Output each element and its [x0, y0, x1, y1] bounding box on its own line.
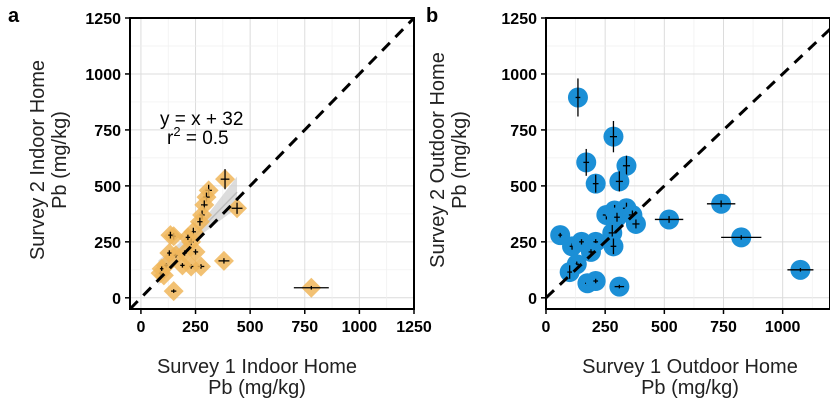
y-axis-title: Survey 2 Outdoor HomePb (mg/kg): [427, 52, 471, 268]
y-tick-label: 1000: [85, 67, 121, 84]
x-axis-title-line: Pb (mg/kg): [208, 377, 306, 399]
y-tick-label: 750: [94, 123, 121, 140]
regression-r-squared: r2 = 0.5: [167, 124, 229, 149]
x-axis-title-line: Survey 1 Outdoor Home: [582, 356, 798, 378]
x-tick-label: 1000: [765, 319, 801, 336]
plot-area: [546, 28, 830, 299]
y-tick-label: 1250: [501, 11, 537, 28]
x-tick-label: 1000: [342, 319, 378, 336]
x-tick-label: 0: [136, 319, 145, 336]
y-tick-label: 1250: [85, 11, 121, 28]
plot-frame: [545, 17, 830, 310]
x-tick-label: 750: [291, 319, 318, 336]
x-tick-label: 500: [237, 319, 264, 336]
y-axis-title-line: Pb (mg/kg): [449, 111, 471, 209]
grid: [546, 18, 830, 309]
r-superscript: 2: [173, 124, 180, 139]
panel-b-chart: b 0 250 500 750 1000 0 250 500 750 1000 1250 Survey …: [426, 5, 830, 399]
x-axis-title-line: Survey 1 Indoor Home: [157, 356, 357, 378]
x-tick-label: 1250: [396, 319, 432, 336]
y-axis-title: Survey 2 Indoor HomePb (mg/kg): [27, 60, 71, 260]
y-tick-label: 250: [510, 235, 537, 252]
grid: [130, 18, 414, 309]
x-tick-label: 500: [651, 319, 678, 336]
r-value: = 0.5: [181, 128, 229, 149]
x-axis-title-line: Pb (mg/kg): [641, 377, 739, 399]
x-tick-label: 250: [592, 319, 619, 336]
y-tick-label: 500: [94, 179, 121, 196]
y-tick-label: 1000: [501, 67, 537, 84]
plot-area: [130, 18, 414, 309]
y-tick-label: 750: [510, 123, 537, 140]
y-axis-title-line: Pb (mg/kg): [49, 111, 71, 209]
y-axis-title-line: Survey 2 Indoor Home: [27, 60, 49, 260]
y-tick-label: 250: [94, 235, 121, 252]
panel-letter: b: [426, 5, 438, 27]
regression-equation: y = x + 32: [160, 109, 243, 130]
y-tick-label: 0: [112, 291, 121, 308]
panel-letter: a: [8, 5, 20, 27]
x-axis-title: Survey 1 Indoor Home Pb (mg/kg): [157, 356, 357, 399]
identity-line: [130, 18, 414, 309]
y-axis-title-line: Survey 2 Outdoor Home: [427, 52, 449, 268]
plot-frame: [129, 17, 415, 310]
x-tick-label: 750: [710, 319, 737, 336]
y-tick-label: 0: [528, 291, 537, 308]
x-tick-label: 250: [182, 319, 209, 336]
y-tick-label: 500: [510, 179, 537, 196]
r-symbol: r: [167, 128, 174, 149]
panel-a-chart: a 0 250 500 750 1000 1250 0 250 500 750 1000 1250 Sur…: [8, 5, 432, 399]
x-axis-title: Survey 1 Outdoor Home Pb (mg/kg): [582, 356, 798, 399]
x-tick-label: 0: [542, 319, 551, 336]
identity-line: [546, 28, 830, 299]
